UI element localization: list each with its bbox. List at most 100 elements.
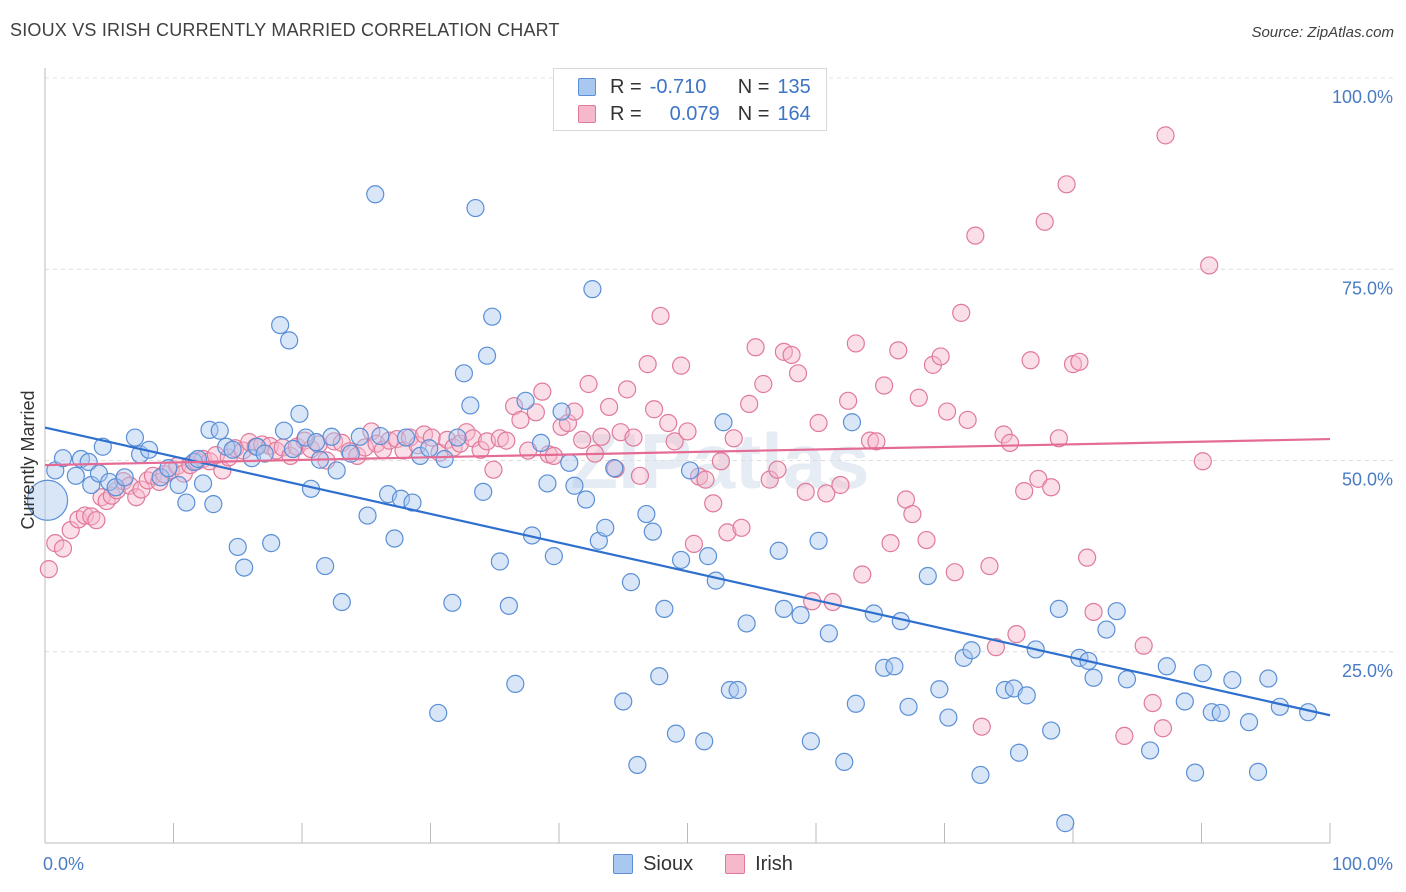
irish-point [644, 400, 664, 419]
sioux-point [274, 421, 294, 440]
sioux-point [565, 476, 584, 495]
sioux-point [560, 453, 579, 472]
sioux-point [454, 364, 474, 383]
legend-n-value: 164 [777, 102, 811, 125]
irish-point [1029, 469, 1048, 488]
sioux-point [483, 307, 502, 326]
irish-point [853, 565, 872, 584]
irish-point [75, 506, 94, 525]
sioux-point [106, 478, 125, 497]
irish-point [1193, 452, 1212, 471]
trend-lines [44, 426, 1331, 717]
irish-point [696, 470, 715, 489]
irish-point [724, 429, 743, 448]
irish-point [573, 430, 592, 449]
irish-point [1049, 429, 1068, 448]
legend-item-irish[interactable]: Irish [725, 853, 793, 876]
sioux-point [801, 732, 820, 751]
irish-point [1084, 602, 1103, 622]
sioux-point [643, 522, 662, 541]
irish-point [1057, 175, 1076, 194]
sioux-point [846, 694, 865, 713]
sioux-point [1157, 657, 1176, 676]
irish-point [917, 530, 936, 550]
irish-point [600, 397, 619, 417]
sioux-point [366, 185, 385, 204]
sioux-point [466, 198, 485, 218]
sioux-point [477, 346, 497, 365]
irish-point [740, 394, 759, 413]
irish-point [511, 410, 530, 430]
irish-point [579, 374, 598, 394]
sioux-point [1248, 762, 1268, 781]
irish-point [1021, 351, 1040, 370]
irish-point [1015, 482, 1034, 501]
irish-point [958, 410, 977, 430]
irish-point [558, 413, 578, 433]
legend-n-label: N = [737, 102, 770, 125]
sioux-point [516, 391, 535, 410]
sioux-point [223, 440, 242, 459]
irish-point [484, 460, 503, 479]
sioux-point [151, 468, 170, 487]
sioux-point [193, 474, 213, 493]
tick-labels: 100.0% 75.0% 50.0% 25.0% 0.0% 100.0% Currently… [18, 87, 1393, 874]
sioux-point [576, 490, 596, 509]
y-tick-label: 100.0% [1332, 87, 1393, 107]
sioux-point [506, 674, 525, 693]
sioux-point [728, 680, 747, 700]
legend-row-sioux: R = -0.710 N = 135 [578, 75, 811, 99]
sioux-point [680, 461, 700, 480]
sioux-point [962, 641, 981, 660]
sioux-point [538, 474, 557, 493]
sioux-point [1259, 669, 1278, 688]
legend-row-irish: R = 0.079 N = 164 [578, 102, 811, 126]
sioux-point [499, 596, 518, 615]
irish-point [754, 374, 773, 394]
irish-point [665, 432, 684, 451]
sioux-point [327, 461, 346, 480]
irish-point [53, 539, 73, 558]
chart-title: SIOUX VS IRISH CURRENTLY MARRIED CORRELA… [10, 20, 560, 40]
sioux-point [698, 547, 718, 566]
irish-point [909, 388, 928, 407]
y-tick-label: 25.0% [1342, 661, 1393, 681]
irish-swatch [578, 105, 596, 123]
sioux-point [283, 439, 303, 459]
irish-point [526, 403, 545, 422]
sioux-point [169, 475, 188, 495]
sioux-point [637, 504, 656, 524]
irish-point [606, 459, 625, 479]
sioux-point [435, 449, 454, 469]
sioux-point [316, 556, 335, 576]
sioux-point [769, 541, 788, 560]
sioux-point [995, 680, 1014, 700]
sioux-point [899, 697, 918, 716]
sioux-point [188, 449, 208, 469]
sioux-point [296, 428, 315, 447]
legend-r-value: -0.710 [649, 75, 707, 98]
sioux-point [420, 439, 439, 458]
sioux-point [159, 459, 178, 478]
irish-point [39, 560, 58, 579]
sioux-point [1017, 686, 1036, 705]
sioux-point [228, 537, 247, 557]
sioux-point [235, 558, 254, 577]
sioux-point [322, 427, 341, 446]
irish-point [638, 355, 657, 374]
legend-n-label: N = [737, 75, 770, 98]
sioux-point [791, 605, 810, 625]
irish-point [87, 511, 106, 530]
irish-point [497, 431, 516, 450]
sioux-point [385, 529, 404, 548]
legend-item-sioux[interactable]: Sioux [613, 853, 693, 876]
legend-r-label: R = [610, 102, 642, 125]
sioux-point [930, 680, 949, 699]
sioux-point [1097, 620, 1116, 639]
sioux-point [1140, 741, 1160, 760]
irish-point [1153, 719, 1173, 738]
axes [44, 68, 1331, 844]
irish-point [1200, 256, 1219, 275]
sioux-point [1223, 670, 1242, 690]
